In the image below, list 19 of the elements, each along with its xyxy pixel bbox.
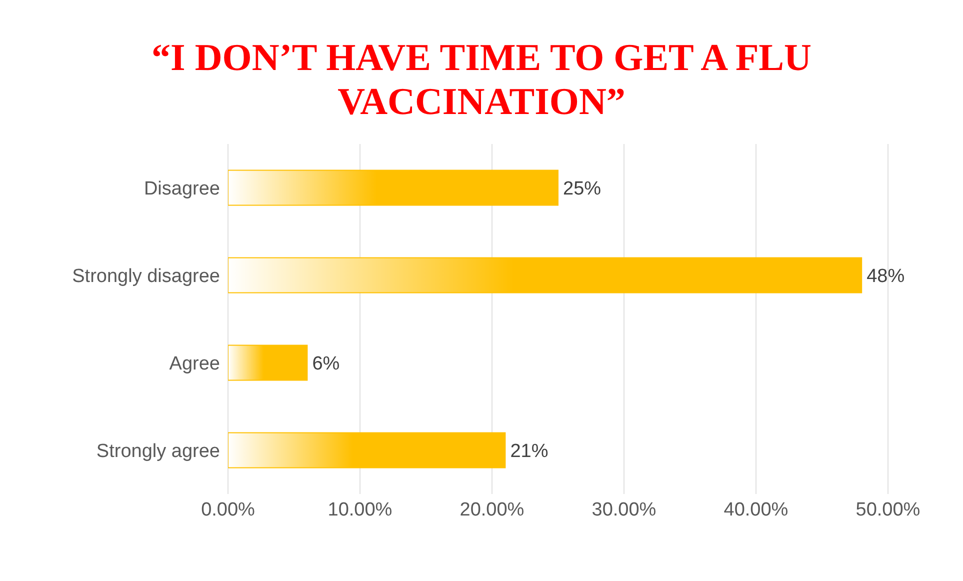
y-tick-label: Strongly agree: [96, 440, 220, 462]
bar: [228, 344, 308, 381]
y-tick-label: Strongly disagree: [72, 266, 220, 287]
data-label: 6%: [312, 353, 340, 374]
chart-title: “I DON’T HAVE TIME TO GET A FLU VACCINATION”: [150, 36, 812, 124]
x-tick-label: 30.00%: [592, 499, 656, 520]
bar: [228, 257, 862, 294]
data-label: 25%: [563, 178, 602, 200]
data-label: 21%: [510, 440, 548, 462]
y-tick-label: Agree: [169, 353, 220, 374]
bar: [228, 432, 506, 468]
x-tick-label: 10.00%: [328, 499, 392, 520]
x-tick-label: 20.00%: [460, 499, 524, 520]
x-tick-label: 0.00%: [201, 499, 256, 520]
bar: [228, 170, 558, 206]
y-tick-label: Disagree: [144, 178, 220, 200]
x-tick-label: 50.00%: [856, 499, 920, 520]
data-label: 48%: [866, 266, 905, 287]
x-tick-label: 40.00%: [724, 499, 788, 520]
